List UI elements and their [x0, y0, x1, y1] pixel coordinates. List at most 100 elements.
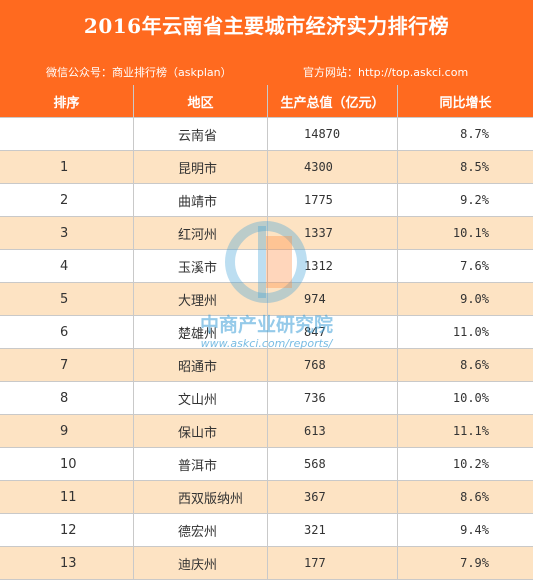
gdp-cell: 4300	[268, 151, 398, 183]
table-row: 5 大理州 974 9.0%	[0, 283, 533, 316]
gdp-cell-value: 1775	[304, 193, 333, 207]
gdp-cell-value: 736	[304, 391, 326, 405]
gdp-cell-value: 177	[304, 556, 326, 570]
table-row: 2 曲靖市 1775 9.2%	[0, 184, 533, 217]
region-cell: 昆明市	[134, 151, 268, 183]
table-row: 12 德宏州 321 9.4%	[0, 514, 533, 547]
growth-cell: 10.2%	[398, 448, 533, 480]
rank-cell: 12	[0, 514, 134, 546]
rank-cell: 7	[0, 349, 134, 381]
growth-cell: 7.6%	[398, 250, 533, 282]
gdp-cell: 14870	[268, 118, 398, 150]
table-row: 3 红河州 1337 10.1%	[0, 217, 533, 250]
gdp-cell-value: 613	[304, 424, 326, 438]
rank-cell: 3	[0, 217, 134, 249]
gdp-cell-value: 4300	[304, 160, 333, 174]
region-cell: 大理州	[134, 283, 268, 315]
rank-cell: 8	[0, 382, 134, 414]
table-row: 云南省 14870 8.7%	[0, 118, 533, 151]
rank-cell: 6	[0, 316, 134, 348]
rank-cell: 5	[0, 283, 134, 315]
ranking-table: 排序 地区 生产总值（亿元） 同比增长 云南省 14870 8.7% 1 昆明市 4300…	[0, 85, 533, 580]
table-row: 8 文山州 736 10.0%	[0, 382, 533, 415]
gdp-cell-value: 768	[304, 358, 326, 372]
rank-cell: 9	[0, 415, 134, 447]
region-cell: 玉溪市	[134, 250, 268, 282]
gdp-cell: 177	[268, 547, 398, 579]
growth-cell-value: 7.9%	[460, 556, 489, 570]
table-row: 10 普洱市 568 10.2%	[0, 448, 533, 481]
region-cell: 文山州	[134, 382, 268, 414]
growth-cell-value: 9.2%	[460, 193, 489, 207]
growth-cell-value: 9.0%	[460, 292, 489, 306]
gdp-cell: 321	[268, 514, 398, 546]
growth-cell-value: 8.7%	[460, 127, 489, 141]
rank-cell	[0, 118, 134, 150]
table-row: 6 楚雄州 847 11.0%	[0, 316, 533, 349]
gdp-cell: 613	[268, 415, 398, 447]
page-title: 2016年云南省主要城市经济实力排行榜	[83, 14, 450, 38]
growth-cell-value: 10.2%	[452, 457, 489, 471]
growth-cell-value: 10.0%	[452, 391, 489, 405]
gdp-cell-value: 14870	[304, 127, 341, 141]
gdp-cell: 1312	[268, 250, 398, 282]
growth-cell-value: 11.0%	[452, 325, 489, 339]
region-cell: 普洱市	[134, 448, 268, 480]
table-header-row: 排序 地区 生产总值（亿元） 同比增长	[0, 85, 533, 118]
growth-cell: 8.5%	[398, 151, 533, 183]
gdp-cell-value: 1312	[304, 259, 333, 273]
region-cell: 曲靖市	[134, 184, 268, 216]
growth-cell: 7.9%	[398, 547, 533, 579]
gdp-cell: 768	[268, 349, 398, 381]
growth-cell: 8.6%	[398, 481, 533, 513]
region-cell: 昭通市	[134, 349, 268, 381]
column-header-growth: 同比增长	[439, 95, 492, 111]
gdp-cell: 974	[268, 283, 398, 315]
table-row: 13 迪庆州 177 7.9%	[0, 547, 533, 580]
gdp-cell-value: 568	[304, 457, 326, 471]
rank-cell: 1	[0, 151, 134, 183]
region-cell: 德宏州	[134, 514, 268, 546]
growth-cell: 8.7%	[398, 118, 533, 150]
table-row: 11 西双版纳州 367 8.6%	[0, 481, 533, 514]
gdp-cell-value: 321	[304, 523, 326, 537]
growth-cell-value: 11.1%	[452, 424, 489, 438]
growth-cell: 9.0%	[398, 283, 533, 315]
website-link[interactable]: 官方网站：http://top.askci.com	[303, 66, 469, 79]
growth-cell-value: 8.6%	[460, 490, 489, 504]
growth-cell: 11.0%	[398, 316, 533, 348]
growth-cell-value: 7.6%	[460, 259, 489, 273]
gdp-cell: 367	[268, 481, 398, 513]
column-header-rank: 排序	[0, 85, 134, 117]
table-body: 云南省 14870 8.7% 1 昆明市 4300 8.5% 2 曲靖市 1775 9.2% 3 红河州…	[0, 118, 533, 580]
gdp-cell: 1337	[268, 217, 398, 249]
wechat-account: 微信公众号：商业排行榜（askplan）	[46, 66, 232, 79]
column-header-gdp: 生产总值（亿元）	[268, 85, 398, 117]
table-row: 4 玉溪市 1312 7.6%	[0, 250, 533, 283]
growth-cell: 10.1%	[398, 217, 533, 249]
growth-cell-value: 8.5%	[460, 160, 489, 174]
gdp-cell-value: 367	[304, 490, 326, 504]
column-header-region: 地区	[134, 85, 268, 117]
rank-cell: 13	[0, 547, 134, 579]
region-cell: 保山市	[134, 415, 268, 447]
table-row: 9 保山市 613 11.1%	[0, 415, 533, 448]
rank-cell: 10	[0, 448, 134, 480]
region-cell: 迪庆州	[134, 547, 268, 579]
table-row: 7 昭通市 768 8.6%	[0, 349, 533, 382]
region-cell: 云南省	[134, 118, 268, 150]
rank-cell: 4	[0, 250, 134, 282]
gdp-cell-value: 974	[304, 292, 326, 306]
growth-cell: 9.2%	[398, 184, 533, 216]
region-cell: 楚雄州	[134, 316, 268, 348]
title-banner: 2016年云南省主要城市经济实力排行榜 微信公众号：商业排行榜（askplan）…	[0, 0, 533, 85]
gdp-cell: 847	[268, 316, 398, 348]
growth-cell: 9.4%	[398, 514, 533, 546]
growth-cell: 10.0%	[398, 382, 533, 414]
region-cell: 西双版纳州	[134, 481, 268, 513]
growth-cell-value: 8.6%	[460, 358, 489, 372]
gdp-cell-value: 847	[304, 325, 326, 339]
growth-cell: 11.1%	[398, 415, 533, 447]
growth-cell-value: 9.4%	[460, 523, 489, 537]
